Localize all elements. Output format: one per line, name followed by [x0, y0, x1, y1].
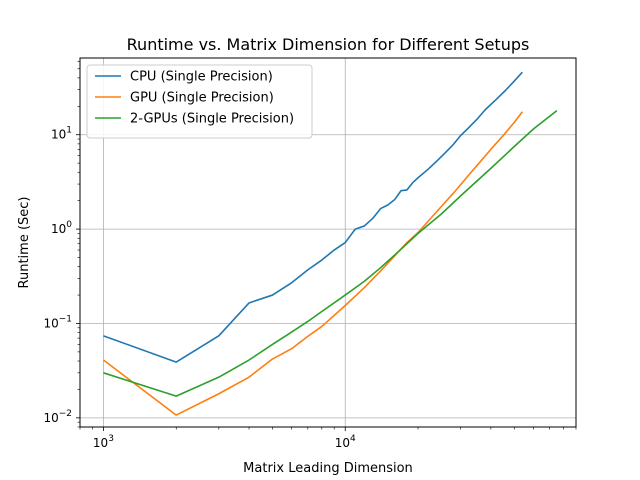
legend-box: [86, 64, 313, 139]
y-tick-label: 10−2: [43, 409, 72, 425]
series-line-1: [103, 71, 523, 363]
series-line-2: [102, 111, 523, 416]
y-tick-label: 100: [51, 220, 72, 236]
legend-label-1: CPU (Single Precision): [130, 70, 273, 85]
x-tick-label: 103: [93, 434, 114, 450]
legend-label-3: 2-GPUs (Single Precision): [130, 112, 294, 127]
x-axis-label: Matrix Leading Dimension: [243, 461, 413, 476]
series-line-3: [103, 110, 558, 397]
axis-ticks: 103 104 10−2 10−1 100 101: [43, 60, 577, 450]
y-axis-label: Runtime (Sec): [17, 197, 32, 289]
chart-title: Runtime vs. Matrix Dimension for Differe…: [127, 35, 530, 54]
y-tick-label: 101: [51, 126, 72, 142]
y-tick-label: 10−1: [43, 314, 72, 330]
plot-frame: [79, 57, 577, 428]
legend: CPU (Single Precision) GPU (Single Precis…: [86, 64, 313, 139]
legend-label-2: GPU (Single Precision): [130, 91, 274, 106]
x-tick-label: 104: [335, 434, 356, 450]
series-lines: [102, 71, 558, 416]
